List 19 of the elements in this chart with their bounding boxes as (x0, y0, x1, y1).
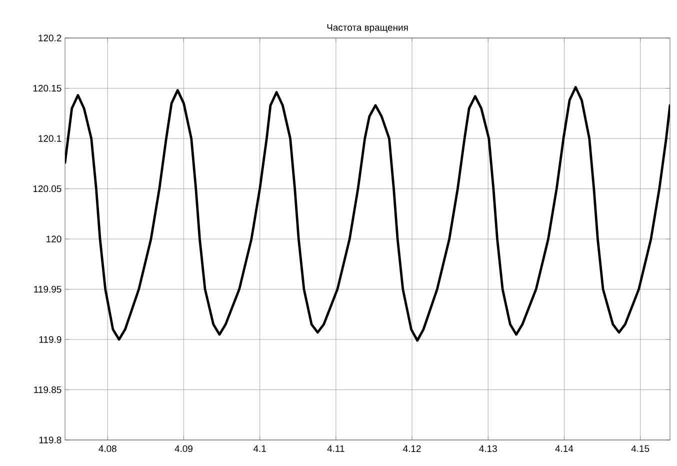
y-tick-label: 120 (46, 236, 62, 242)
x-tick-label: 4.11 (327, 445, 344, 452)
y-tick-label: 120.2 (38, 34, 62, 42)
y-tick-label: 120.05 (33, 185, 62, 192)
x-tick-label: 4.1 (253, 445, 266, 452)
x-tick-label: 4.13 (479, 445, 497, 452)
y-tick-label: 119.85 (34, 386, 62, 394)
line-series (65, 86, 670, 342)
y-tick-label: 119.8 (39, 436, 62, 444)
x-tick-label: 4.14 (555, 445, 574, 452)
chart-title: Частота вращения (327, 24, 408, 33)
x-tick-label: 4.09 (174, 445, 192, 452)
y-tick-label: 120.15 (33, 84, 62, 92)
y-tick-label: 120.1 (38, 135, 62, 142)
x-tick-label: 4.15 (631, 445, 650, 452)
y-tick-label: 119.95 (34, 286, 62, 293)
x-tick-label: 4.12 (403, 445, 421, 452)
x-tick-label: 4.08 (98, 445, 116, 452)
y-tick-label: 119.9 (39, 336, 62, 343)
